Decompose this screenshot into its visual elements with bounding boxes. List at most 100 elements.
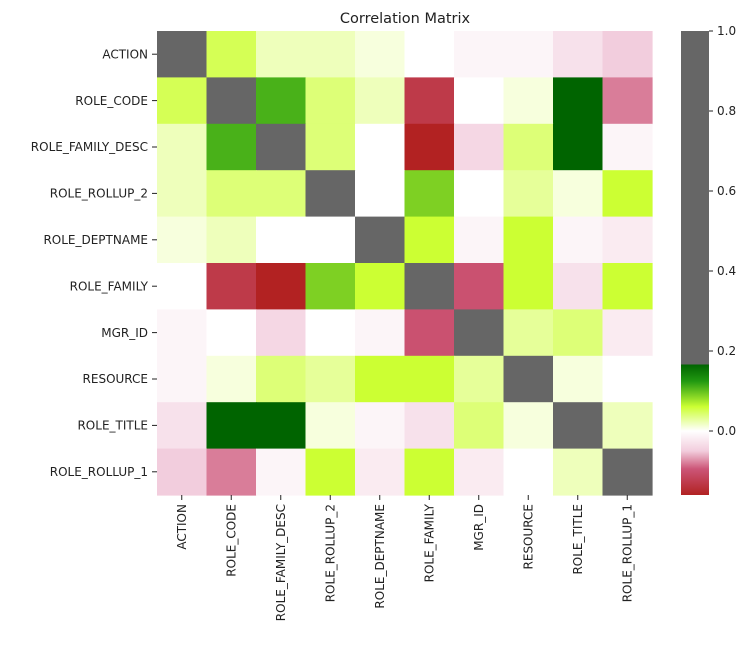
heatmap-cell [404, 448, 455, 496]
heatmap-cell [157, 355, 208, 403]
heatmap-cell [454, 77, 505, 125]
heatmap-cell [503, 31, 554, 78]
heatmap-cell [602, 263, 653, 310]
heatmap-cell [157, 263, 208, 310]
heatmap-cell [503, 77, 554, 125]
heatmap-cell [355, 309, 406, 357]
heatmap-cell [553, 402, 604, 450]
heatmap-cell [355, 448, 406, 496]
heatmap-cell [404, 170, 455, 218]
heatmap-cell [553, 355, 604, 403]
heatmap-cell [157, 123, 208, 171]
heatmap-cell [305, 355, 356, 403]
heatmap-cell [206, 123, 257, 171]
colorbar-tick-label: 0.4 [717, 264, 736, 278]
heatmap-cell [503, 123, 554, 171]
heatmap-cell [355, 170, 406, 218]
heatmap-cell [454, 263, 505, 310]
heatmap-cell [454, 216, 505, 264]
heatmap-cell [454, 448, 505, 496]
colorbar-tick-label: 0.0 [717, 424, 736, 438]
colorbar-tick-label: 0.8 [717, 104, 736, 118]
heatmap-cell [256, 170, 307, 218]
x-tick-label: ROLE_ROLLUP_2 [323, 504, 337, 602]
heatmap-cell [404, 355, 455, 403]
heatmap-cell [602, 31, 653, 78]
heatmap-cell [503, 216, 554, 264]
heatmap-cell [305, 31, 356, 78]
heatmap-cell [404, 309, 455, 357]
heatmap-cell [602, 170, 653, 218]
heatmap-cell [602, 77, 653, 125]
y-tick-label: ROLE_FAMILY_DESC [31, 140, 148, 154]
heatmap-cell [206, 31, 257, 78]
x-axis: ACTION ROLE_CODE ROLE_FAMILY_DESC ROLE_ROLL… [175, 495, 634, 621]
y-tick-label: ROLE_ROLLUP_2 [50, 187, 148, 201]
heatmap-cell [256, 77, 307, 125]
heatmap-cell [355, 263, 406, 310]
x-tick-label: ROLE_FAMILY [422, 503, 436, 582]
heatmap-cell [553, 170, 604, 218]
heatmap-cell [355, 31, 406, 78]
heatmap-cell [503, 170, 554, 218]
heatmap-cell [503, 309, 554, 357]
heatmap-cell [206, 309, 257, 357]
heatmap-cell [602, 216, 653, 264]
heatmap-cell [355, 77, 406, 125]
heatmap-cell [256, 355, 307, 403]
colorbar-ticks: 1.0 0.8 0.6 0.4 0.2 0.0 [709, 24, 736, 438]
heatmap-cell [256, 263, 307, 310]
heatmap-cell [503, 263, 554, 310]
heatmap-cell [305, 216, 356, 264]
heatmap-cell [355, 355, 406, 403]
heatmap-cell [553, 77, 604, 125]
heatmap-cell [206, 355, 257, 403]
x-tick-label: ROLE_CODE [224, 504, 238, 577]
colorbar: 1.0 0.8 0.6 0.4 0.2 0.0 [681, 24, 736, 495]
heatmap-cell [305, 263, 356, 310]
heatmap-cell [157, 77, 208, 125]
heatmap-cell [305, 402, 356, 450]
y-tick-label: RESOURCE [83, 372, 148, 386]
heatmap-cell [355, 123, 406, 171]
y-tick-label: ACTION [102, 47, 148, 61]
heatmap-cell [404, 402, 455, 450]
heatmap-cell [157, 216, 208, 264]
x-tick-label: ACTION [175, 504, 189, 550]
heatmap-cell [305, 448, 356, 496]
heatmap-cell [256, 309, 307, 357]
heatmap-cells [157, 31, 653, 496]
colorbar-gradient [681, 31, 709, 495]
heatmap-cell [602, 402, 653, 450]
heatmap-cell [553, 263, 604, 310]
heatmap-cell [503, 448, 554, 496]
heatmap-cell [305, 309, 356, 357]
y-tick-label: ROLE_CODE [75, 94, 148, 108]
chart-title: Correlation Matrix [340, 11, 471, 27]
heatmap-cell [256, 216, 307, 264]
heatmap-cell [206, 263, 257, 310]
heatmap-cell [157, 402, 208, 450]
heatmap-cell [256, 31, 307, 78]
heatmap-cell [454, 355, 505, 403]
x-tick-label: ROLE_FAMILY_DESC [274, 504, 288, 621]
heatmap-cell [206, 170, 257, 218]
x-tick-label: ROLE_TITLE [571, 504, 585, 575]
y-tick-label: ROLE_ROLLUP_1 [50, 465, 148, 479]
heatmap-cell [404, 263, 455, 310]
x-tick-label: ROLE_DEPTNAME [373, 504, 387, 609]
heatmap-cell [206, 216, 257, 264]
heatmap-cell [305, 123, 356, 171]
heatmap-cell [256, 123, 307, 171]
heatmap-cell [602, 123, 653, 171]
heatmap-cell [355, 402, 406, 450]
heatmap-cell [454, 170, 505, 218]
heatmap-cell [404, 123, 455, 171]
heatmap-cell [602, 448, 653, 496]
heatmap-cell [157, 170, 208, 218]
heatmap-cell [404, 77, 455, 125]
heatmap-cell [553, 31, 604, 78]
heatmap-cell [404, 31, 455, 78]
heatmap-cell [553, 216, 604, 264]
heatmap-cell [157, 448, 208, 496]
